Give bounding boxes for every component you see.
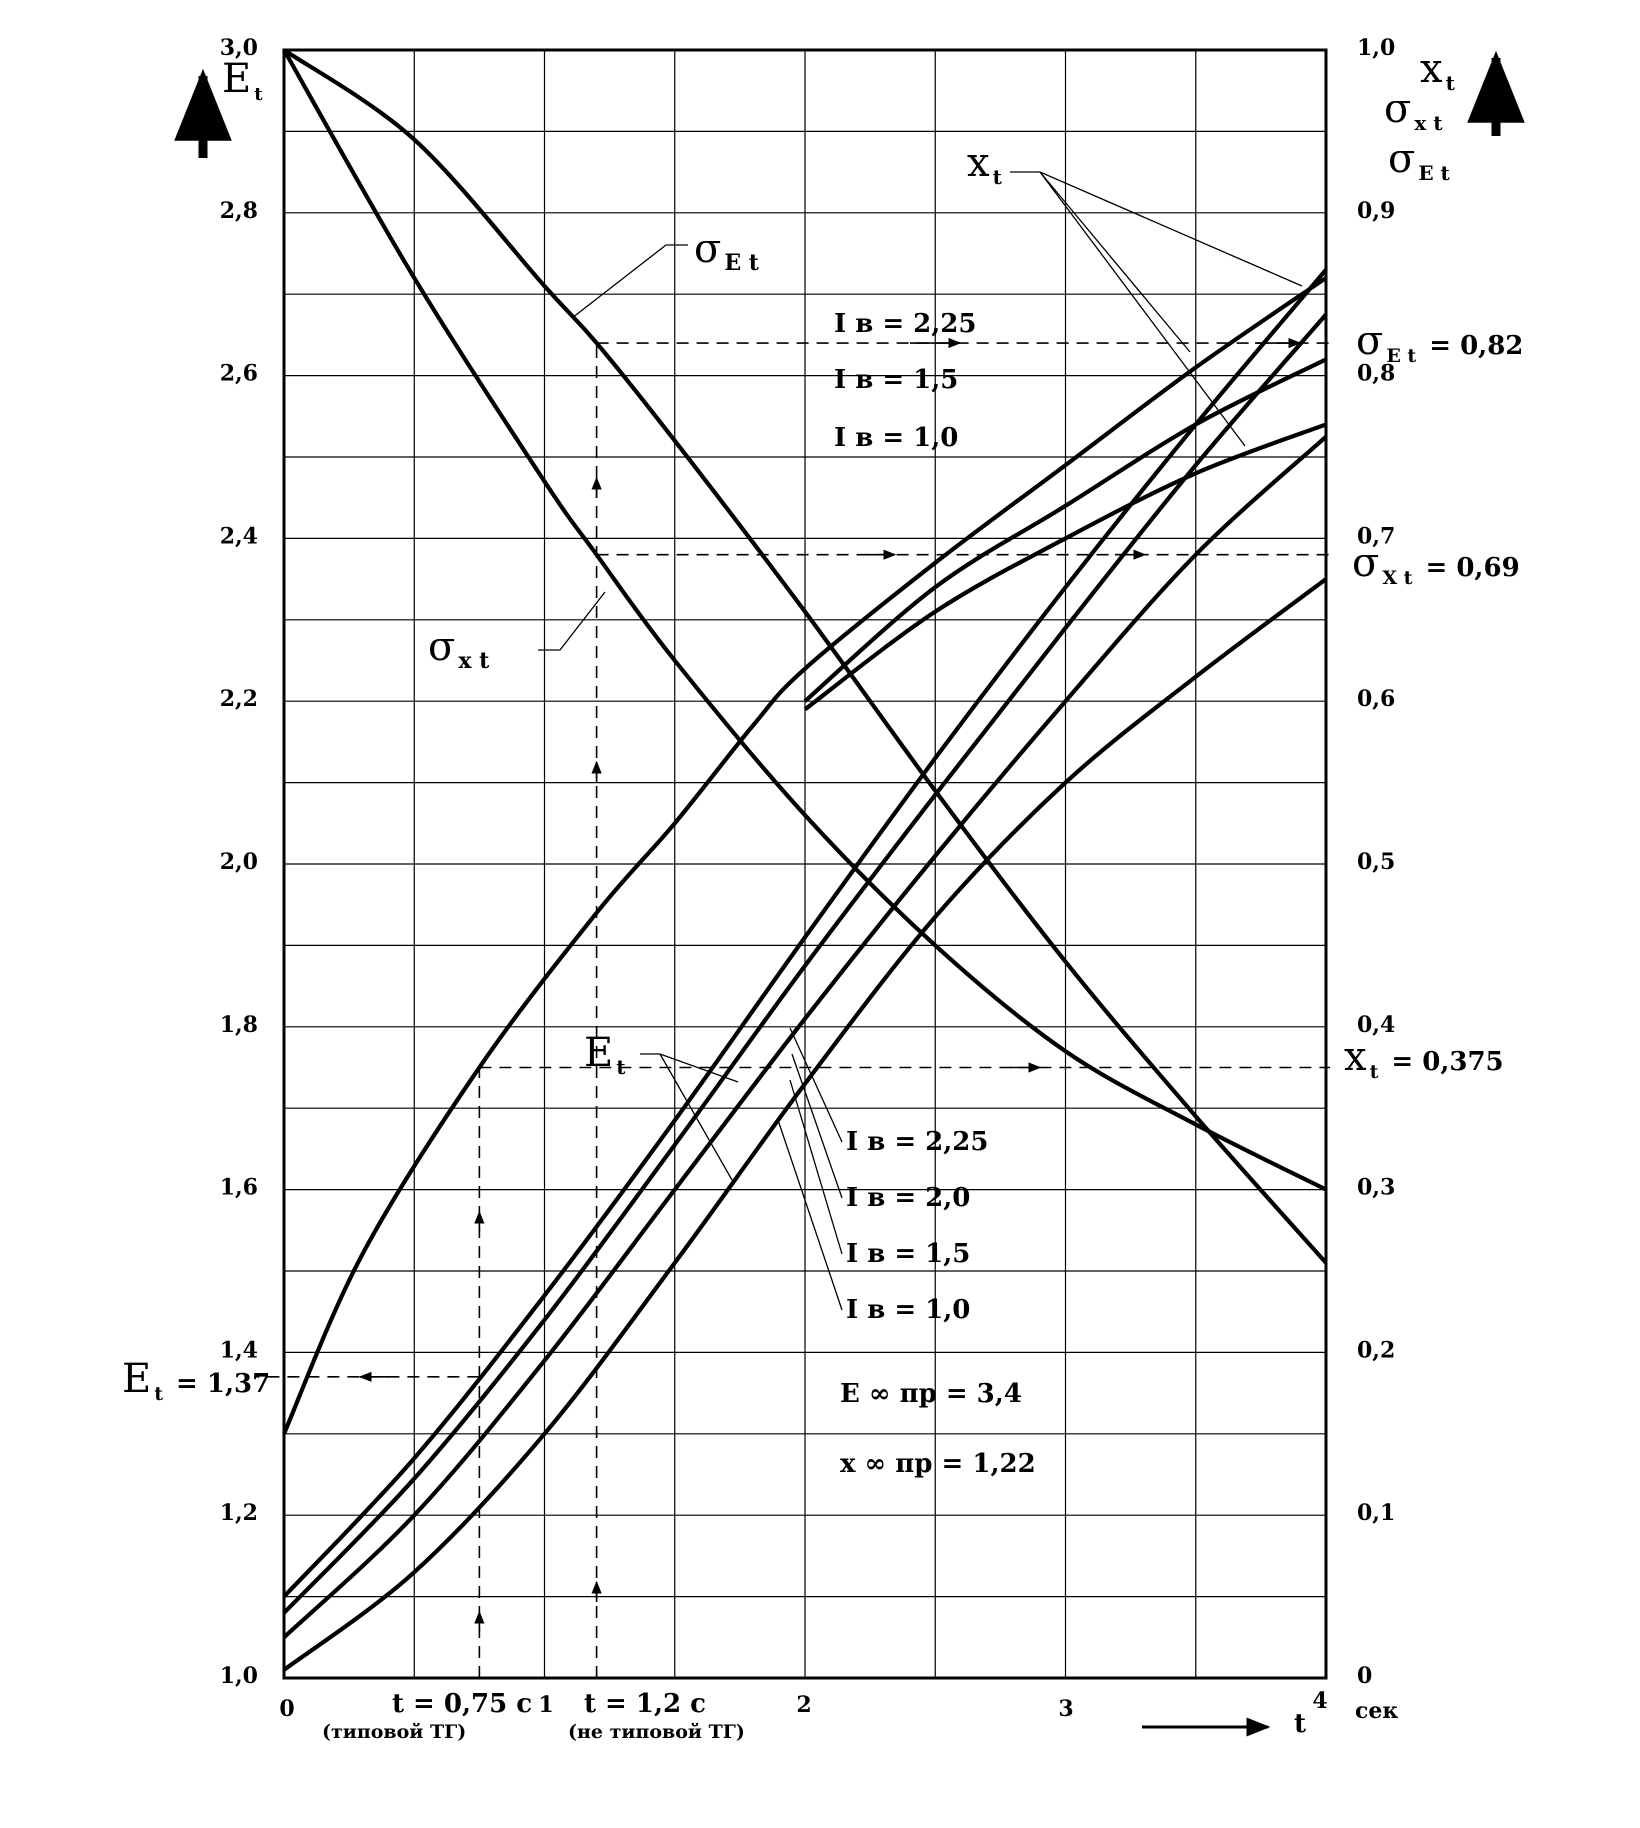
y-right-tick-label: 0: [1357, 1663, 1372, 1689]
y-left-tick-label: 1,8: [220, 1012, 258, 1038]
x-tick-label: 0: [279, 1696, 294, 1722]
y-right-tick-label: 0,9: [1357, 198, 1395, 224]
x-axis-unit: сек: [1355, 1698, 1398, 1724]
leader-legend-2: [789, 1079, 843, 1255]
y-right-tick-label: 0,1: [1357, 1500, 1395, 1526]
x-axis-label: t: [1294, 1709, 1306, 1739]
y-left-tick-label: 3,0: [220, 35, 258, 61]
leader-legend-0: [789, 1027, 843, 1143]
legend-lower-item: I в = 2,25: [846, 1127, 989, 1157]
y-left-tick-label: 1,4: [220, 1337, 258, 1363]
legend-upper-item: I в = 1,5: [834, 365, 958, 395]
x-tick-label: 4: [1312, 1688, 1327, 1714]
tick-labels: 1,0 1,2 1,4 1,6 1,8 2,0 2,2 2,4 2,6 2,8 3,0 0 0,1 0,2…: [174, 35, 1525, 1739]
leader-sigma-e: [571, 244, 688, 319]
legend-upper-item: I в = 2,25: [834, 309, 977, 339]
y-right-tick-label: 0,7: [1357, 523, 1395, 549]
series-line-0: [282, 48, 1328, 1265]
leader-x-t-c: [1039, 171, 1191, 353]
x-tick-label: 3: [1058, 1696, 1073, 1722]
y-right-tick-label: 0,3: [1357, 1175, 1395, 1201]
y-left-tick-label: 1,2: [220, 1500, 258, 1526]
e-inf-label: E ∞ пр = 3,4: [840, 1379, 1022, 1409]
y-left-tick-label: 2,4: [220, 523, 258, 549]
series-line-5: [282, 268, 1328, 1599]
leader-legend-3: [777, 1119, 843, 1311]
leader-legend-1: [791, 1053, 843, 1199]
t2-label: t = 1,2 с: [584, 1689, 706, 1719]
series-line-3: [803, 357, 1327, 703]
y-right-tick-label: 0,6: [1357, 686, 1395, 712]
grid: [284, 50, 1326, 1678]
t1-label: t = 0,75 с: [392, 1689, 532, 1719]
x-inf-label: x ∞ пр = 1,22: [840, 1449, 1036, 1479]
y-right-tick-label: 0,4: [1357, 1012, 1395, 1038]
series-curves: [282, 48, 1328, 1672]
series-line-6: [282, 313, 1328, 1615]
leader-e-t-b: [659, 1053, 733, 1181]
reference-lines: [254, 337, 1330, 1678]
series-line-1: [282, 48, 1327, 1192]
y-left-tick-label: 1,6: [220, 1175, 258, 1201]
series-line-2: [282, 276, 1328, 1435]
leader-sigma-x: [538, 591, 606, 651]
legend-lower-item: I в = 1,0: [846, 1295, 970, 1325]
legend-lower-item: I в = 2,0: [846, 1183, 970, 1213]
plot-frame: [282, 48, 1328, 1680]
x-tick-label: 1: [538, 1692, 553, 1718]
legend-upper-item: I в = 1,0: [834, 423, 958, 453]
y-right-tick-label: 1,0: [1357, 35, 1395, 61]
leader-x-t-b: [1039, 171, 1246, 447]
y-left-tick-label: 2,6: [220, 361, 258, 387]
legend-lower-item: I в = 1,5: [846, 1239, 970, 1269]
t1-sub: (типовой ТГ): [322, 1721, 466, 1743]
y-left-tick-label: 2,0: [220, 849, 258, 875]
y-right-tick-label: 0,8: [1357, 361, 1395, 387]
y-right-tick-label: 0,5: [1357, 849, 1395, 875]
series-line-8: [282, 577, 1328, 1672]
x-tick-label: 2: [796, 1692, 811, 1718]
series-line-7: [282, 435, 1328, 1639]
series-line-4: [803, 422, 1327, 712]
y-left-tick-label: 2,2: [220, 686, 258, 712]
y-left-tick-label: 1,0: [220, 1663, 258, 1689]
t2-sub: (не типовой ТГ): [568, 1721, 745, 1743]
y-right-tick-label: 0,2: [1357, 1337, 1395, 1363]
y-left-tick-label: 2,8: [220, 198, 258, 224]
